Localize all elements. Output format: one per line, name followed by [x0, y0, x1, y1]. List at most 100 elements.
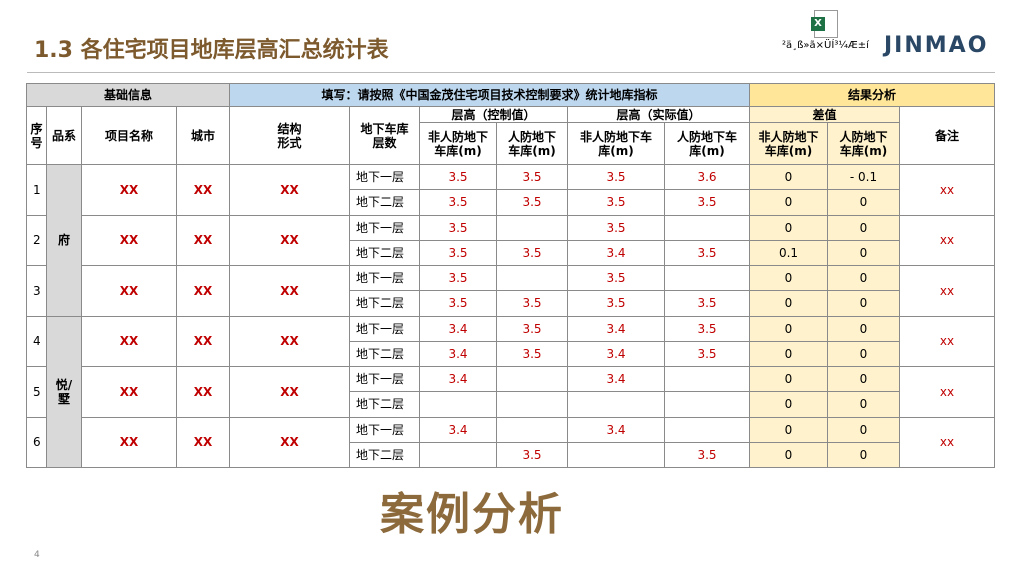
value-cell: 3.5	[665, 291, 750, 317]
column-header: 人防地下车 库(m)	[665, 123, 750, 165]
structure: XX	[230, 266, 350, 317]
value-cell: 3.4	[568, 367, 665, 393]
value-cell: 0	[750, 392, 828, 418]
value-cell: 3.5	[420, 291, 497, 317]
value-cell: 3.4	[568, 316, 665, 342]
row-number: 4	[27, 316, 47, 367]
value-cell: 0	[828, 266, 900, 292]
value-cell: 3.5	[497, 341, 568, 367]
value-cell	[497, 266, 568, 292]
title: 1.3 各住宅项目地库层高汇总统计表	[34, 38, 389, 63]
floor-level: 地下二层	[350, 392, 420, 418]
group-header: 基础信息	[27, 84, 230, 107]
logo: JINMAO	[884, 33, 989, 58]
excel-icon: X	[811, 10, 838, 38]
column-group: 层高（实际值）	[568, 107, 750, 123]
column-header: 非人防地下 车库(m)	[750, 123, 828, 165]
structure: XX	[230, 316, 350, 367]
value-cell: 0	[828, 240, 900, 266]
floor-level: 地下一层	[350, 215, 420, 241]
row-number: 5	[27, 367, 47, 418]
structure: XX	[230, 367, 350, 418]
value-cell: 0	[828, 367, 900, 393]
project-name: XX	[82, 367, 177, 418]
project-name: XX	[82, 417, 177, 468]
value-cell	[665, 215, 750, 241]
city: XX	[177, 266, 230, 317]
row-number: 1	[27, 165, 47, 216]
group-header: 填写：请按照《中国金茂住宅项目技术控制要求》统计地库指标	[230, 84, 750, 107]
value-cell: 0	[750, 165, 828, 191]
value-cell: 0	[828, 341, 900, 367]
row-number: 3	[27, 266, 47, 317]
value-cell	[665, 266, 750, 292]
floor-level: 地下一层	[350, 367, 420, 393]
column-header: 人防地下 车库(m)	[828, 123, 900, 165]
structure: XX	[230, 215, 350, 266]
value-cell: 3.5	[665, 442, 750, 468]
value-cell: 0	[750, 367, 828, 393]
value-cell: 3.4	[420, 367, 497, 393]
value-cell: 3.4	[568, 417, 665, 443]
column-header: 地下车库 层数	[350, 107, 420, 165]
structure: XX	[230, 165, 350, 216]
value-cell	[497, 392, 568, 418]
value-cell: 3.5	[497, 165, 568, 191]
value-cell: 3.5	[420, 190, 497, 216]
value-cell: 0	[750, 291, 828, 317]
value-cell: 0.1	[750, 240, 828, 266]
remark: xx	[900, 215, 995, 266]
value-cell	[420, 442, 497, 468]
group-header: 结果分析	[750, 84, 995, 107]
value-cell: 3.5	[568, 266, 665, 292]
value-cell: 0	[828, 190, 900, 216]
value-cell: 0	[828, 291, 900, 317]
column-group: 层高（控制值）	[420, 107, 568, 123]
value-cell: 0	[750, 266, 828, 292]
value-cell: 0	[750, 316, 828, 342]
value-cell: 0	[828, 215, 900, 241]
value-cell: 3.4	[420, 417, 497, 443]
city: XX	[177, 417, 230, 468]
city: XX	[177, 215, 230, 266]
value-cell: 3.5	[665, 190, 750, 216]
value-cell: 3.5	[497, 190, 568, 216]
value-cell: 3.5	[568, 215, 665, 241]
column-header: 项目名称	[82, 107, 177, 165]
column-header: 序 号	[27, 107, 47, 165]
value-cell: 3.5	[568, 190, 665, 216]
row-number: 2	[27, 215, 47, 266]
value-cell: 3.5	[497, 442, 568, 468]
column-header: 备注	[900, 107, 995, 165]
value-cell: 3.5	[497, 316, 568, 342]
value-cell	[497, 215, 568, 241]
value-cell: 0	[828, 442, 900, 468]
value-cell: 0	[750, 417, 828, 443]
floor-level: 地下二层	[350, 442, 420, 468]
value-cell: - 0.1	[828, 165, 900, 191]
value-cell: 3.6	[665, 165, 750, 191]
row-number: 6	[27, 417, 47, 468]
column-header: 城市	[177, 107, 230, 165]
value-cell: 0	[750, 215, 828, 241]
value-cell: 3.5	[420, 215, 497, 241]
remark: xx	[900, 316, 995, 367]
project-name: XX	[82, 316, 177, 367]
value-cell: 0	[750, 341, 828, 367]
city: XX	[177, 316, 230, 367]
column-header: 品系	[47, 107, 82, 165]
value-cell: 3.5	[665, 341, 750, 367]
column-header: 非人防地下车 库(m)	[568, 123, 665, 165]
value-cell: 0	[750, 190, 828, 216]
remark: xx	[900, 367, 995, 418]
value-cell	[568, 442, 665, 468]
value-cell: 3.4	[568, 341, 665, 367]
value-cell	[497, 367, 568, 393]
floor-level: 地下二层	[350, 190, 420, 216]
value-cell: 3.4	[568, 240, 665, 266]
value-cell	[665, 417, 750, 443]
floor-level: 地下一层	[350, 165, 420, 191]
value-cell: 0	[828, 392, 900, 418]
value-cell: 0	[828, 417, 900, 443]
